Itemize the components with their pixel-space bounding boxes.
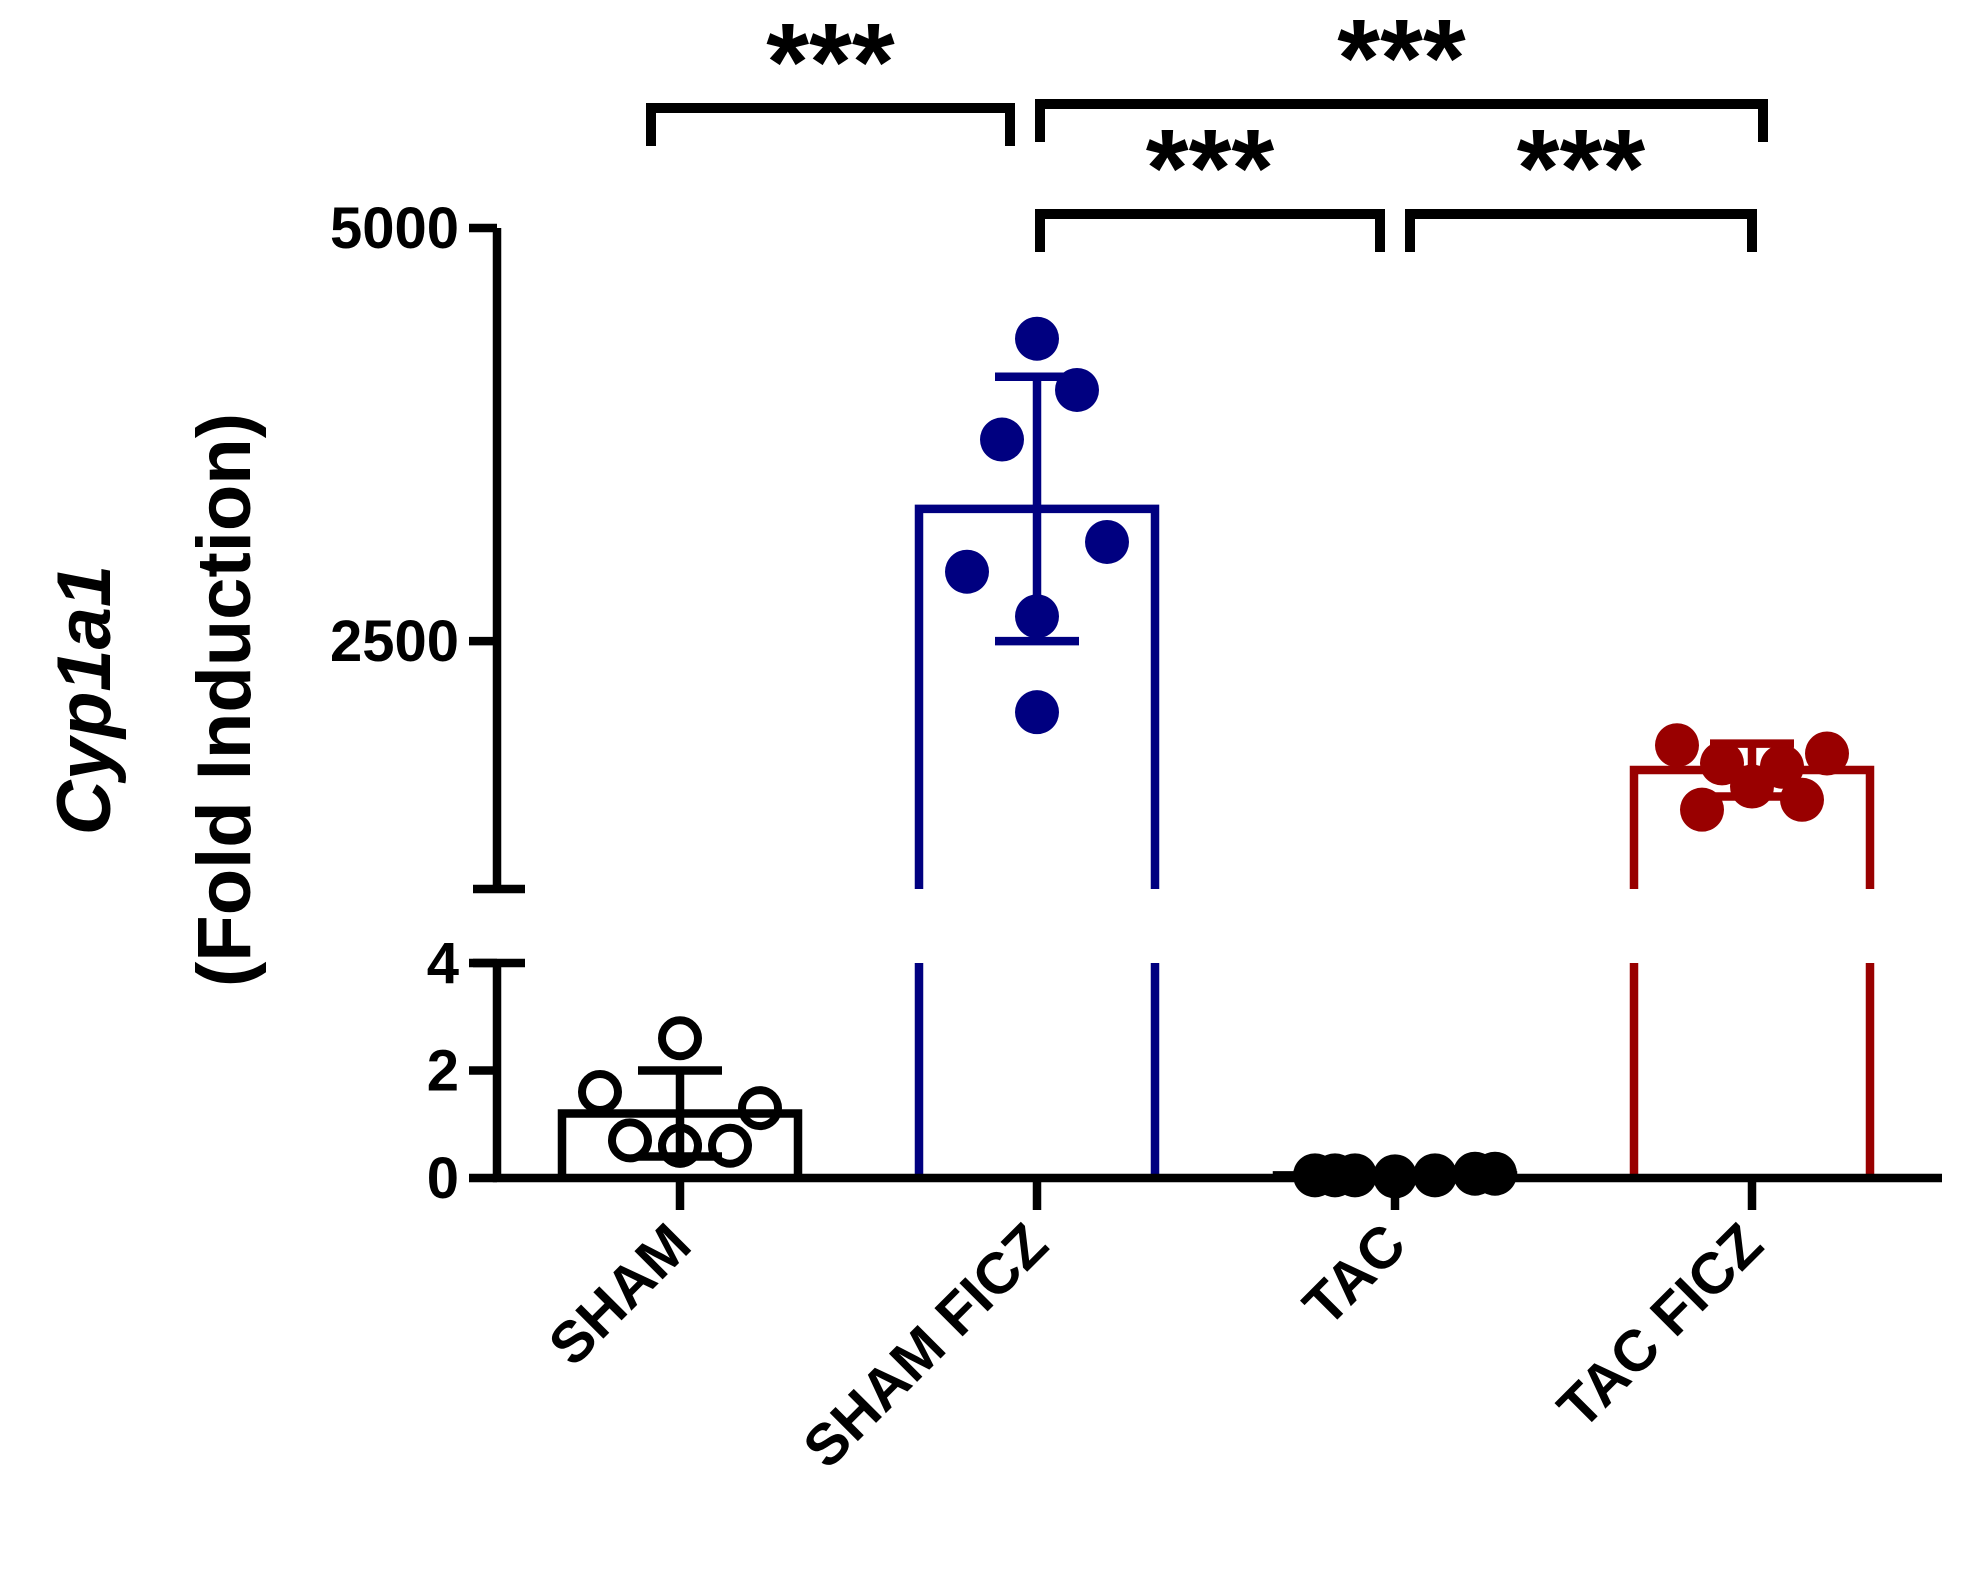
data-point [1015, 690, 1059, 735]
significance-bracket [646, 103, 1015, 146]
y-axis-label-unit: (Fold Induction) [182, 413, 267, 987]
x-tick-label: SHAM [536, 1211, 703, 1378]
bars [557, 504, 1875, 1180]
significance-label: *** [1337, 0, 1466, 120]
data-point [1015, 316, 1059, 361]
y-tick-label: 0 [427, 1146, 459, 1211]
data-point [1780, 777, 1824, 822]
data-points [578, 316, 1849, 1199]
y-axis-label: Cyp1a1 (Fold Induction) [42, 413, 267, 987]
significance-bracket [1035, 209, 1385, 252]
y-tick-label: 2 [427, 1039, 459, 1104]
error-bars [638, 372, 1794, 1182]
data-point [1655, 723, 1699, 768]
x-tick-label: TAC [1291, 1211, 1418, 1338]
data-point [1085, 519, 1129, 564]
data-point [708, 1123, 752, 1168]
y-tick-label: 5000 [330, 196, 459, 261]
y-tick-label: 2500 [330, 609, 459, 674]
y-tick-label: 4 [427, 931, 459, 996]
significance-bracket [1405, 209, 1757, 252]
x-tick-label: SHAM FICZ [791, 1211, 1060, 1480]
significance-label: *** [1517, 107, 1646, 230]
data-point [1473, 1151, 1517, 1196]
data-point [658, 1016, 702, 1061]
significance-label: *** [1146, 107, 1275, 230]
data-point [578, 1070, 622, 1114]
data-point [738, 1086, 782, 1131]
y-axis: 0 2 4 2500 5000 [330, 196, 525, 1211]
y-axis-label-gene: Cyp1a1 [42, 565, 127, 835]
significance-bracket [1035, 99, 1768, 142]
significance-label: *** [766, 1, 895, 124]
x-axis: SHAM SHAM FICZ TAC TAC FICZ [492, 1173, 1942, 1480]
data-point [1700, 741, 1744, 786]
significance-brackets: *** *** *** *** [646, 0, 1768, 252]
data-point [980, 417, 1024, 462]
data-point [1805, 731, 1849, 776]
x-tick-label: TAC FICZ [1545, 1211, 1775, 1441]
data-point [608, 1118, 652, 1163]
data-point [945, 549, 989, 594]
